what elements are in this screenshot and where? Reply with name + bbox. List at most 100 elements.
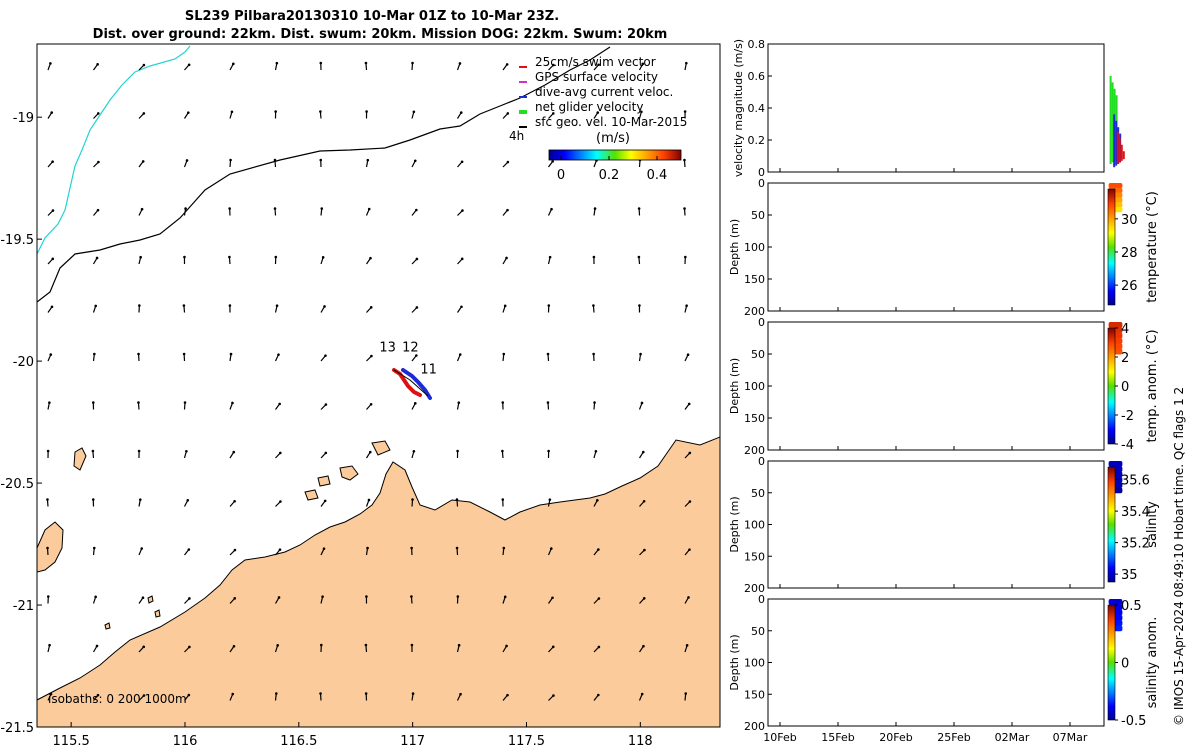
geo-arrow [364, 643, 368, 653]
geo-arrow [502, 644, 508, 653]
geo-arrow [639, 644, 645, 653]
geo-arrow [229, 401, 234, 410]
geo-arrow [275, 548, 282, 556]
geo-arrow [229, 644, 236, 653]
geo-arrow [592, 304, 595, 313]
geo-arrow [364, 61, 368, 71]
geo-arrow [410, 595, 413, 604]
chart-title-line-2: Dist. over ground: 22km. Dist. swum: 20k… [92, 27, 668, 42]
geo-arrow [365, 546, 369, 556]
geo-arrow [502, 546, 506, 556]
panel-temperature: 0 50 100 150 200 Depth (m) 26 28 30 temperature (… [728, 177, 1160, 318]
geo-arrow [47, 353, 53, 362]
map-y-tick-label: -19 [13, 111, 34, 126]
geo-arrow [47, 692, 53, 701]
geo-arrow [411, 449, 416, 459]
geo-arrow [183, 255, 186, 265]
geo-arrow [502, 693, 509, 701]
geo-arrow [366, 256, 372, 265]
geo-arrow [137, 352, 140, 362]
geo-arrow [410, 643, 414, 653]
geo-arrow [47, 401, 51, 410]
depth-tick-label: 150 [744, 550, 765, 563]
colorbar-tick-label: 28 [1121, 246, 1138, 261]
legend-label: 25cm/s swim vector [535, 55, 656, 69]
geo-arrow [411, 692, 415, 701]
geo-arrow [275, 500, 282, 507]
geo-arrow [637, 207, 641, 216]
geo-arrow [138, 112, 146, 119]
legend-entry: 25cm/s swim vector [519, 55, 656, 69]
geo-arrow [456, 692, 462, 701]
depth-tick-label: 200 [744, 305, 765, 318]
geo-arrow [548, 645, 555, 653]
land-area [37, 436, 720, 727]
data-patch-band [1108, 183, 1123, 189]
x-tick-label: 15Feb [821, 731, 854, 744]
geo-arrow [593, 693, 600, 701]
x-tick-label: 07Mar [1053, 731, 1088, 744]
geo-arrow [319, 158, 323, 168]
map-colorbar [548, 149, 682, 161]
geo-arrow [184, 693, 191, 701]
depth-tick-label: 50 [751, 487, 765, 500]
depth-tick-label: 0 [758, 177, 765, 190]
legend-label: dive-avg current veloc. [535, 85, 673, 99]
geo-arrow [364, 692, 368, 701]
geo-arrow [47, 305, 54, 313]
colorbar-tick-label: 35.6 [1121, 474, 1150, 489]
panel-frame [767, 43, 1105, 173]
geo-arrow [684, 692, 688, 701]
geo-arrow [47, 111, 54, 119]
geo-arrow [320, 207, 324, 216]
geo-arrow [457, 305, 463, 313]
colorbar-tick-label: 2 [1121, 351, 1129, 366]
map-x-tick-label: 117 [400, 734, 425, 749]
geo-arrow [229, 450, 236, 459]
depth-tick-label: 150 [744, 412, 765, 425]
y-axis-label: velocity magnitude (m/s) [732, 39, 745, 177]
geo-arrow [638, 352, 642, 362]
geo-arrow [365, 158, 370, 168]
time-label: 4h [509, 129, 524, 143]
geo-arrow [320, 547, 326, 556]
geo-arrow [593, 449, 598, 459]
geo-arrow [183, 159, 189, 168]
geo-arrow [138, 694, 146, 701]
depth-tick-label: 100 [744, 241, 765, 254]
colorbar-tick-label: 30 [1121, 213, 1138, 228]
track-label: 11 [420, 362, 437, 377]
geo-arrow [411, 306, 419, 313]
map-x-tick-label: 115.5 [53, 734, 90, 749]
map-y-tick-label: -21 [13, 599, 34, 614]
geo-arrow [138, 304, 141, 313]
panel-frame [767, 321, 1105, 451]
geo-arrow [92, 546, 96, 556]
geo-arrow [411, 402, 417, 410]
depth-tick-label: 150 [744, 688, 765, 701]
map-frame [36, 43, 721, 728]
map-x-tick-label: 116.5 [280, 734, 317, 749]
geo-arrow [411, 159, 417, 168]
geo-arrow [138, 547, 144, 556]
geo-arrow [684, 596, 690, 604]
geo-arrow [273, 158, 277, 168]
geo-arrow [411, 498, 414, 507]
isobaths-label: isobaths: 0 200 1000m [48, 692, 187, 706]
geo-arrow [46, 595, 50, 604]
geo-arrow [91, 498, 95, 507]
legend-label: net glider velocity [535, 100, 643, 114]
x-tick-label: 25Feb [937, 731, 970, 744]
geo-arrow [638, 450, 645, 459]
map-colorbar-ticks: 0 0.2 0.4 [557, 156, 667, 183]
legend-entry: GPS surface velocity [519, 70, 658, 84]
geo-arrow [501, 498, 505, 507]
geo-arrow [684, 61, 688, 71]
geo-arrow [46, 449, 50, 459]
geo-arrow [365, 450, 372, 459]
geo-arrow [92, 644, 99, 653]
